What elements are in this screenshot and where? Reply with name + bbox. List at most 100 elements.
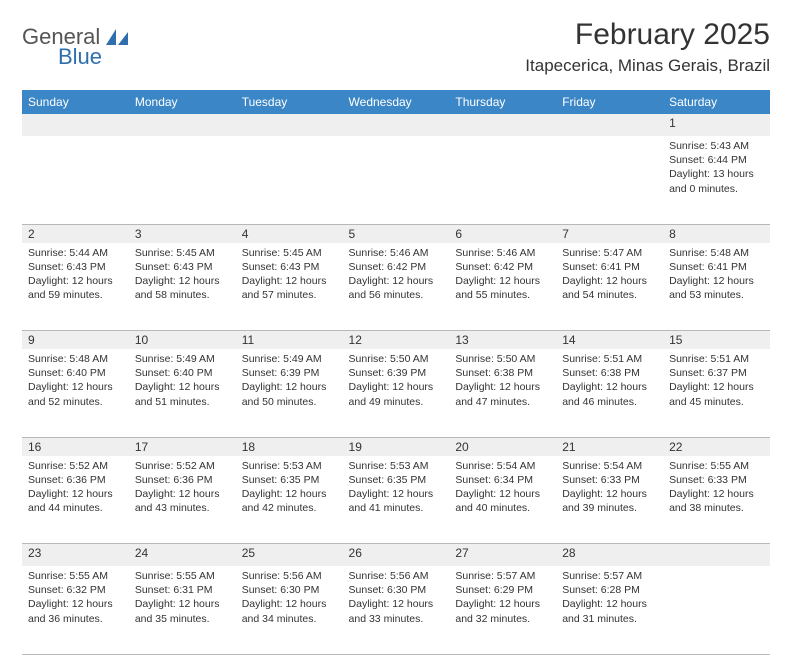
day-details: Sunrise: 5:54 AMSunset: 6:34 PMDaylight:… [449,456,556,522]
day-cell: Sunrise: 5:54 AMSunset: 6:33 PMDaylight:… [556,456,663,544]
day-number-cell: 19 [343,437,450,456]
calendar-header: SundayMondayTuesdayWednesdayThursdayFrid… [22,90,770,114]
day-number-cell [663,544,770,567]
day-number: 28 [562,546,657,560]
day-details: Sunrise: 5:50 AMSunset: 6:38 PMDaylight:… [449,349,556,415]
day-number-row: 23 24 2526 27 28 [22,544,770,567]
logo-word-2: Blue [58,44,102,70]
day-cell: Sunrise: 5:57 AMSunset: 6:28 PMDaylight:… [556,566,663,654]
day-cell [556,136,663,224]
day-number: 18 [242,440,337,454]
day-cell: Sunrise: 5:55 AMSunset: 6:32 PMDaylight:… [22,566,129,654]
day-cell: Sunrise: 5:47 AMSunset: 6:41 PMDaylight:… [556,243,663,331]
day-number: 23 [28,546,123,560]
location-text: Itapecerica, Minas Gerais, Brazil [525,56,770,76]
day-number: 4 [242,227,337,241]
day-details: Sunrise: 5:57 AMSunset: 6:29 PMDaylight:… [449,566,556,632]
day-details: Sunrise: 5:43 AMSunset: 6:44 PMDaylight:… [663,136,770,202]
day-details: Sunrise: 5:56 AMSunset: 6:30 PMDaylight:… [343,566,450,632]
day-number: 22 [669,440,764,454]
day-number-cell: 13 [449,331,556,350]
page-title: February 2025 [525,18,770,52]
day-cell [236,136,343,224]
day-cell: Sunrise: 5:50 AMSunset: 6:38 PMDaylight:… [449,349,556,437]
day-cell: Sunrise: 5:54 AMSunset: 6:34 PMDaylight:… [449,456,556,544]
day-details: Sunrise: 5:55 AMSunset: 6:32 PMDaylight:… [22,566,129,632]
day-number-cell: 2 [22,224,129,243]
day-cell [343,136,450,224]
weekday-header: Thursday [449,90,556,114]
weekday-header: Saturday [663,90,770,114]
day-details: Sunrise: 5:49 AMSunset: 6:39 PMDaylight:… [236,349,343,415]
weekday-header: Tuesday [236,90,343,114]
day-number: 16 [28,440,123,454]
day-number-cell: 16 [22,437,129,456]
day-number: 11 [242,333,337,347]
calendar-body: 1 Sunrise: 5:43 AMSunset: 6:44 PMDaylight… [22,114,770,654]
day-number-cell: 10 [129,331,236,350]
day-cell [22,136,129,224]
day-number-cell: 8 [663,224,770,243]
day-details: Sunrise: 5:50 AMSunset: 6:39 PMDaylight:… [343,349,450,415]
day-details: Sunrise: 5:53 AMSunset: 6:35 PMDaylight:… [236,456,343,522]
day-number-row: 16171819202122 [22,437,770,456]
logo-sails-icon [104,27,132,47]
day-number: 6 [455,227,550,241]
day-number-cell: 26 [343,544,450,567]
day-cell: Sunrise: 5:49 AMSunset: 6:39 PMDaylight:… [236,349,343,437]
day-details: Sunrise: 5:47 AMSunset: 6:41 PMDaylight:… [556,243,663,309]
day-number-cell: 4 [236,224,343,243]
day-number-cell: 20 [449,437,556,456]
calendar-table: SundayMondayTuesdayWednesdayThursdayFrid… [22,90,770,655]
weekday-header: Sunday [22,90,129,114]
day-cell: Sunrise: 5:50 AMSunset: 6:39 PMDaylight:… [343,349,450,437]
day-number-cell: 12 [343,331,450,350]
day-number-cell: 22 [663,437,770,456]
day-number-cell: 15 [663,331,770,350]
day-cell: Sunrise: 5:46 AMSunset: 6:42 PMDaylight:… [449,243,556,331]
day-number: 7 [562,227,657,241]
day-cell: Sunrise: 5:48 AMSunset: 6:40 PMDaylight:… [22,349,129,437]
day-cell: Sunrise: 5:43 AMSunset: 6:44 PMDaylight:… [663,136,770,224]
day-number: 14 [562,333,657,347]
header: General Blue February 2025 Itapecerica, … [22,18,770,76]
day-number-row: 2345678 [22,224,770,243]
day-number-cell: 9 [22,331,129,350]
day-content-row: Sunrise: 5:55 AMSunset: 6:32 PMDaylight:… [22,566,770,654]
weekday-header: Monday [129,90,236,114]
day-content-row: Sunrise: 5:52 AMSunset: 6:36 PMDaylight:… [22,456,770,544]
day-number-cell [449,114,556,136]
day-cell [663,566,770,654]
day-number-cell: 1 [663,114,770,136]
day-number-cell: 23 [22,544,129,567]
day-number-cell: 21 [556,437,663,456]
day-cell: Sunrise: 5:45 AMSunset: 6:43 PMDaylight:… [236,243,343,331]
day-number: 24 [135,546,230,560]
day-cell: Sunrise: 5:56 AMSunset: 6:30 PMDaylight:… [236,566,343,654]
day-content-row: Sunrise: 5:43 AMSunset: 6:44 PMDaylight:… [22,136,770,224]
day-cell: Sunrise: 5:48 AMSunset: 6:41 PMDaylight:… [663,243,770,331]
day-details: Sunrise: 5:44 AMSunset: 6:43 PMDaylight:… [22,243,129,309]
day-details: Sunrise: 5:55 AMSunset: 6:33 PMDaylight:… [663,456,770,522]
day-details: Sunrise: 5:54 AMSunset: 6:33 PMDaylight:… [556,456,663,522]
day-number-cell: 28 [556,544,663,567]
day-number-cell [556,114,663,136]
day-details: Sunrise: 5:49 AMSunset: 6:40 PMDaylight:… [129,349,236,415]
day-number: 12 [349,333,444,347]
day-details: Sunrise: 5:48 AMSunset: 6:41 PMDaylight:… [663,243,770,309]
day-details: Sunrise: 5:57 AMSunset: 6:28 PMDaylight:… [556,566,663,632]
day-number-cell: 14 [556,331,663,350]
day-number: 15 [669,333,764,347]
day-details: Sunrise: 5:46 AMSunset: 6:42 PMDaylight:… [343,243,450,309]
day-number-cell: 7 [556,224,663,243]
day-cell: Sunrise: 5:49 AMSunset: 6:40 PMDaylight:… [129,349,236,437]
day-number-cell: 25 [236,544,343,567]
day-number-cell [22,114,129,136]
day-number: 27 [455,546,550,560]
day-number: 2 [28,227,123,241]
day-details: Sunrise: 5:45 AMSunset: 6:43 PMDaylight:… [236,243,343,309]
day-number-row: 1 [22,114,770,136]
weekday-header: Friday [556,90,663,114]
day-number: 1 [669,116,764,130]
day-content-row: Sunrise: 5:44 AMSunset: 6:43 PMDaylight:… [22,243,770,331]
